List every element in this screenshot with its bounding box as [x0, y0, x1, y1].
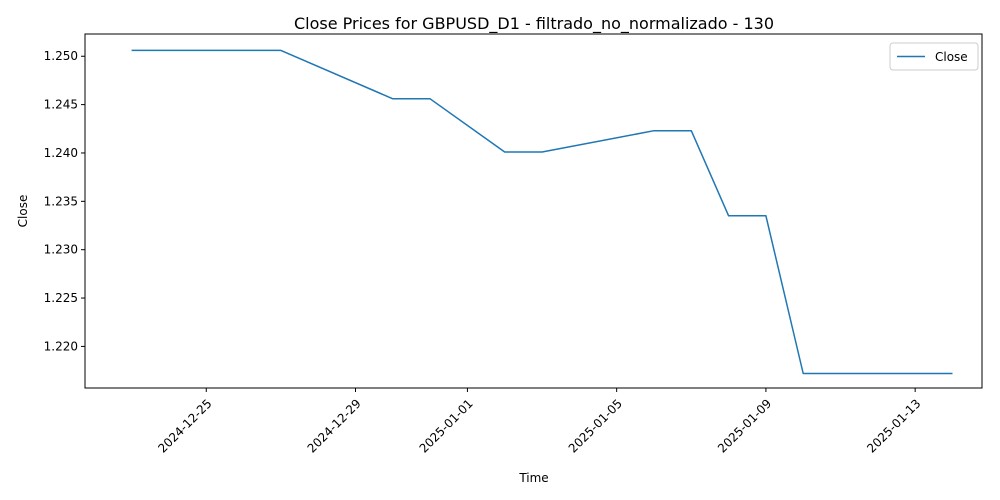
y-axis-label: Close	[16, 195, 30, 228]
legend: Close	[889, 42, 979, 71]
y-axis-ticks: 1.220 1.225 1.230 1.235 1.240 1.245 1.250	[44, 49, 85, 353]
y-tick-label: 1.235	[44, 194, 78, 208]
y-tick-label: 1.230	[44, 243, 78, 257]
y-tick-label: 1.250	[44, 49, 78, 63]
plot-area-frame	[84, 33, 983, 389]
legend-label-close: Close	[935, 50, 968, 64]
y-tick-label: 1.245	[44, 98, 78, 112]
series-layer	[131, 49, 953, 375]
y-tick-label: 1.225	[44, 291, 78, 305]
legend-box	[889, 42, 979, 71]
y-tick-label: 1.240	[44, 146, 78, 160]
chart-title: Close Prices for GBPUSD_D1 - filtrado_no…	[294, 14, 774, 34]
y-tick-label: 1.220	[44, 339, 78, 353]
series-line-close	[131, 49, 953, 375]
x-axis-label: Time	[518, 471, 548, 485]
